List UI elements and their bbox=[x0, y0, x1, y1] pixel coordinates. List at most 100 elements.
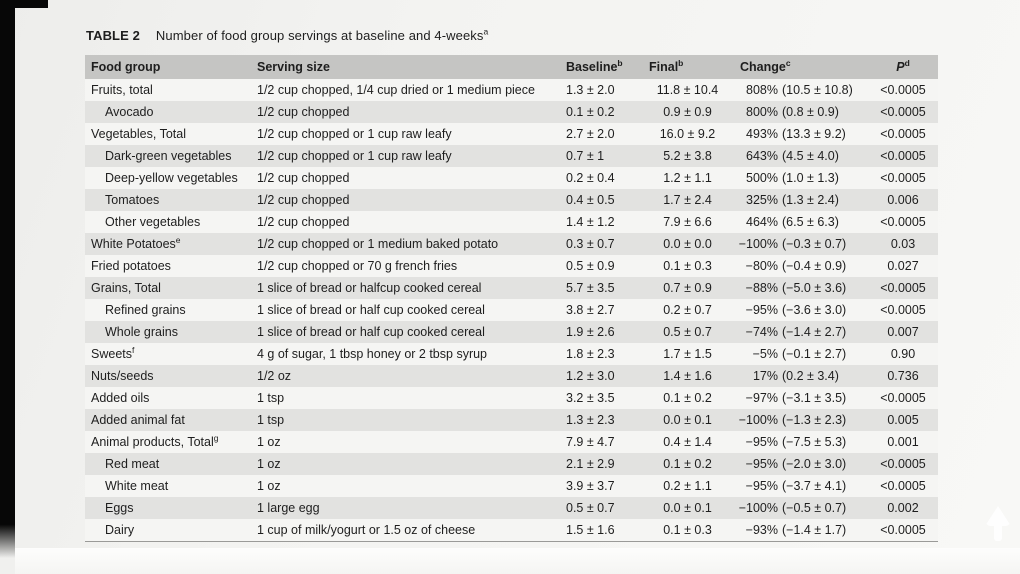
p-value-cell: <0.0005 bbox=[880, 171, 926, 185]
baseline-cell: 1.3 ± 2.0 bbox=[566, 83, 615, 97]
food-group-cell: Added oils bbox=[91, 391, 150, 405]
final-cell: 5.2 ± 3.8 bbox=[663, 149, 712, 163]
baseline-cell: 0.5 ± 0.7 bbox=[566, 501, 615, 515]
food-group-cell: Vegetables, Total bbox=[91, 127, 186, 141]
p-value-cell: 0.005 bbox=[887, 413, 919, 427]
baseline-cell: 3.2 ± 3.5 bbox=[566, 391, 615, 405]
food-group-cell: White Potatoese bbox=[91, 234, 181, 251]
food-group-cell: Red meat bbox=[105, 457, 160, 471]
food-group-cell: Tomatoes bbox=[105, 193, 160, 207]
p-value-cell: <0.0005 bbox=[880, 149, 926, 163]
food-group-cell: Other vegetables bbox=[105, 215, 201, 229]
document-page: TABLE 2 Number of food group servings at … bbox=[85, 27, 938, 542]
p-value-cell: 0.90 bbox=[890, 347, 916, 361]
p-value-cell: 0.006 bbox=[887, 193, 919, 207]
p-value-cell: 0.736 bbox=[887, 369, 919, 383]
table-row: Fried potatoes 1/2 cup chopped or 70 g f… bbox=[85, 255, 938, 277]
food-group-cell: Eggs bbox=[105, 501, 134, 515]
baseline-cell: 1.2 ± 3.0 bbox=[566, 369, 615, 383]
table-row: Other vegetables 1/2 cup chopped 1.4 ± 1… bbox=[85, 211, 938, 233]
scroll-up-arrow-icon[interactable] bbox=[985, 506, 1011, 544]
table-row: Added animal fat 1 tsp 1.3 ± 2.3 0.0 ± 0… bbox=[85, 409, 938, 431]
table-row: Deep-yellow vegetables 1/2 cup chopped 0… bbox=[85, 167, 938, 189]
column-header-food-group: Food group bbox=[85, 55, 255, 79]
food-group-cell: Dark-green vegetables bbox=[105, 149, 232, 163]
change-cell: −95% (−2.0 ± 3.0) bbox=[745, 457, 847, 471]
final-cell: 0.2 ± 0.7 bbox=[663, 303, 712, 317]
food-group-cell: Fruits, total bbox=[91, 83, 153, 97]
p-value-cell: <0.0005 bbox=[868, 519, 938, 542]
baseline-cell: 1.5 ± 1.6 bbox=[560, 519, 645, 542]
p-value-cell: <0.0005 bbox=[880, 457, 926, 471]
baseline-cell: 3.9 ± 3.7 bbox=[566, 479, 615, 493]
change-cell: −95% (−3.7 ± 4.1) bbox=[745, 479, 847, 493]
p-value-cell: <0.0005 bbox=[880, 391, 926, 405]
final-cell: 1.4 ± 1.6 bbox=[663, 369, 712, 383]
baseline-cell: 0.5 ± 0.9 bbox=[566, 259, 615, 273]
change-cell: −95% (−7.5 ± 5.3) bbox=[745, 435, 847, 449]
table-row: White Potatoese 1/2 cup chopped or 1 med… bbox=[85, 233, 938, 255]
change-cell: 493% (13.3 ± 9.2) bbox=[746, 127, 846, 141]
final-cell: 0.9 ± 0.9 bbox=[663, 105, 712, 119]
final-cell: 0.2 ± 1.1 bbox=[663, 479, 712, 493]
column-header-change: Changec bbox=[730, 55, 868, 79]
change-cell: −100% (−1.3 ± 2.3) bbox=[738, 413, 847, 427]
table-row: Red meat 1 oz 2.1 ± 2.9 0.1 ± 0.2 −95% (−… bbox=[85, 453, 938, 475]
p-value-cell: <0.0005 bbox=[880, 127, 926, 141]
baseline-cell: 0.2 ± 0.4 bbox=[566, 171, 615, 185]
change-cell: 464% (6.5 ± 6.3) bbox=[746, 215, 839, 229]
serving-size-cell: 4 g of sugar, 1 tbsp honey or 2 tbsp syr… bbox=[257, 347, 488, 361]
table-row: White meat 1 oz 3.9 ± 3.7 0.2 ± 1.1 −95%… bbox=[85, 475, 938, 497]
serving-size-cell: 1 cup of milk/yogurt or 1.5 oz of cheese bbox=[255, 519, 560, 542]
p-value-cell: <0.0005 bbox=[880, 479, 926, 493]
baseline-cell: 0.7 ± 1 bbox=[566, 149, 605, 163]
serving-size-cell: 1 slice of bread or halfcup cooked cerea… bbox=[257, 281, 482, 295]
table-row: Dairy 1 cup of milk/yogurt or 1.5 oz of … bbox=[85, 519, 938, 542]
baseline-cell: 2.1 ± 2.9 bbox=[566, 457, 615, 471]
food-group-cell: Sweetsf bbox=[91, 344, 135, 361]
change-cell: 643% (4.5 ± 4.0) bbox=[746, 149, 839, 163]
change-cell: 17% (0.2 ± 3.4) bbox=[752, 369, 839, 383]
final-cell: 0.5 ± 0.7 bbox=[663, 325, 712, 339]
food-group-servings-table: Food group Serving size Baselineb Finalb… bbox=[85, 55, 938, 542]
serving-size-cell: 1/2 cup chopped or 70 g french fries bbox=[257, 259, 458, 273]
table-row: Fruits, total 1/2 cup chopped, 1/4 cup d… bbox=[85, 79, 938, 101]
final-cell: 11.8 ± 10.4 bbox=[656, 83, 719, 97]
food-group-cell: White meat bbox=[105, 479, 169, 493]
baseline-cell: 2.7 ± 2.0 bbox=[566, 127, 615, 141]
change-cell: −100% (−0.5 ± 0.7) bbox=[738, 501, 847, 515]
final-cell: 1.7 ± 2.4 bbox=[663, 193, 712, 207]
change-cell: −93% (−1.4 ± 1.7) bbox=[730, 519, 868, 542]
serving-size-cell: 1/2 cup chopped or 1 medium baked potato bbox=[257, 237, 499, 251]
serving-size-cell: 1/2 cup chopped bbox=[257, 171, 350, 185]
food-group-cell: Dairy bbox=[85, 519, 255, 542]
change-cell: −5% (−0.1 ± 2.7) bbox=[752, 347, 847, 361]
table-row: Tomatoes 1/2 cup chopped 0.4 ± 0.5 1.7 ±… bbox=[85, 189, 938, 211]
final-cell: 0.1 ± 0.3 bbox=[645, 519, 730, 542]
top-edge-stub bbox=[0, 0, 48, 8]
serving-size-cell: 1 oz bbox=[257, 457, 281, 471]
table-header: Food group Serving size Baselineb Finalb… bbox=[85, 55, 938, 79]
final-cell: 0.0 ± 0.1 bbox=[663, 413, 712, 427]
table-row: Nuts/seeds 1/2 oz 1.2 ± 3.0 1.4 ± 1.6 17… bbox=[85, 365, 938, 387]
table-row: Dark-green vegetables 1/2 cup chopped or… bbox=[85, 145, 938, 167]
baseline-cell: 1.9 ± 2.6 bbox=[566, 325, 615, 339]
table-row: Added oils 1 tsp 3.2 ± 3.5 0.1 ± 0.2 −97… bbox=[85, 387, 938, 409]
change-cell: −80% (−0.4 ± 0.9) bbox=[745, 259, 847, 273]
p-value-cell: 0.007 bbox=[887, 325, 919, 339]
change-cell: 800% (0.8 ± 0.9) bbox=[746, 105, 839, 119]
p-value-cell: 0.002 bbox=[887, 501, 919, 515]
table-row: Grains, Total 1 slice of bread or halfcu… bbox=[85, 277, 938, 299]
table-row: Animal products, Totalg 1 oz 7.9 ± 4.7 0… bbox=[85, 431, 938, 453]
baseline-cell: 1.4 ± 1.2 bbox=[566, 215, 615, 229]
baseline-cell: 5.7 ± 3.5 bbox=[566, 281, 615, 295]
p-value-cell: <0.0005 bbox=[880, 105, 926, 119]
p-value-cell: <0.0005 bbox=[880, 215, 926, 229]
food-group-cell: Fried potatoes bbox=[91, 259, 171, 273]
final-cell: 0.0 ± 0.0 bbox=[663, 237, 712, 251]
p-value-cell: <0.0005 bbox=[880, 83, 926, 97]
p-value-cell: 0.001 bbox=[887, 435, 919, 449]
food-group-cell: Animal products, Totalg bbox=[91, 432, 219, 449]
change-cell: 808% (10.5 ± 10.8) bbox=[746, 83, 853, 97]
serving-size-cell: 1 oz bbox=[257, 435, 281, 449]
